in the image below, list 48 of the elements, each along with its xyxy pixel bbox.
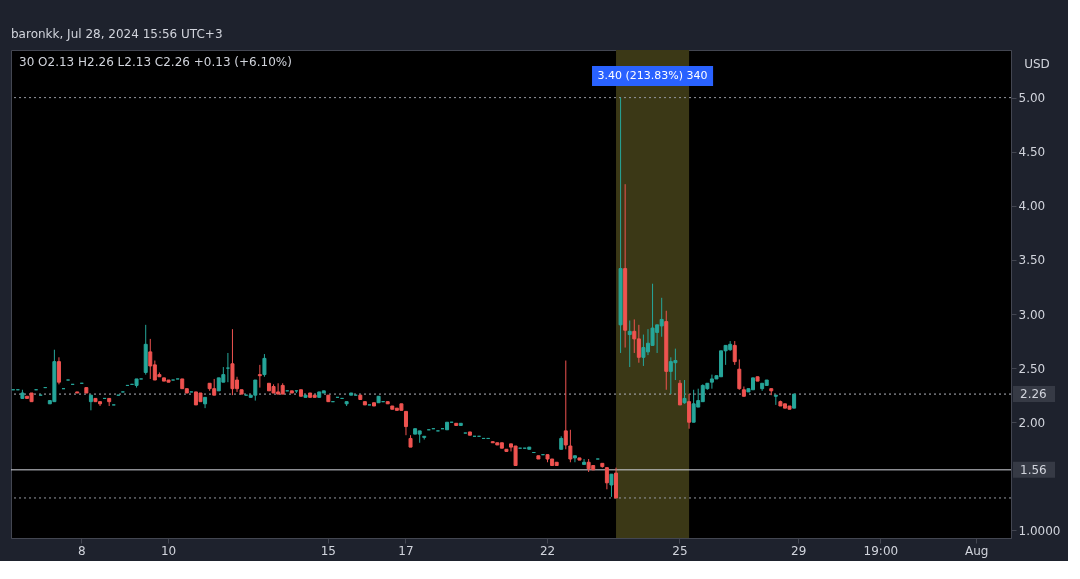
candlestick (687, 393, 692, 430)
x-tick-label: 15 (320, 543, 336, 558)
x-tick-label: Aug (965, 543, 989, 558)
chart-title: 30 O2.13 H2.26 L2.13 C2.26 +0.13 (+6.10%) (19, 55, 292, 69)
candlestick (513, 445, 518, 466)
candlestick (88, 394, 93, 411)
x-tick-label: 10 (160, 543, 177, 558)
x-tick-label: 17 (398, 543, 414, 558)
y-tick-label: 5.00 (1018, 91, 1046, 106)
y-axis-title: USD (1024, 57, 1050, 71)
candlestick (691, 389, 696, 423)
candlestick (257, 364, 262, 389)
candlestick (737, 358, 742, 391)
y-tick-label: 4.00 (1018, 199, 1046, 214)
x-tick-label: 19:00 (863, 543, 899, 558)
x-tick-label: 8 (77, 543, 86, 558)
text: baronkk, Jul 28, 2024 15:56 UTC+3 (11, 27, 223, 41)
candlestick (659, 297, 664, 338)
candlestick (403, 410, 408, 436)
candlestick (677, 379, 682, 406)
y-tick-label: 2.00 (1018, 415, 1046, 430)
candlestick (582, 458, 587, 465)
candlestick (732, 340, 737, 366)
candlestick (572, 455, 577, 463)
candlestick (568, 429, 573, 463)
annotation: 3.40 (213.83%) 340 (597, 69, 708, 82)
candlestick (56, 356, 61, 385)
x-tick-label: 22 (539, 543, 556, 558)
candlestick (225, 352, 230, 383)
candlestick (627, 320, 632, 368)
candlestick (253, 379, 258, 402)
candlestick (148, 338, 153, 380)
candlestick (682, 379, 687, 405)
y-tick-label: 2.50 (1018, 361, 1046, 376)
y-tick-label: 3.50 (1018, 253, 1046, 268)
y-tick-label: 1.0000 (1018, 523, 1061, 538)
ref-line-label: 2.26 (1020, 387, 1047, 402)
candlestick (604, 467, 609, 490)
x-tick-label: 25 (672, 543, 688, 558)
ref-line-label: 1.56 (1020, 462, 1047, 477)
candlestick (632, 318, 637, 354)
candlestick (262, 353, 267, 378)
y-tick-label: 3.00 (1018, 307, 1046, 322)
candlestick (609, 473, 614, 498)
y-tick-label: 4.50 (1018, 145, 1046, 160)
candlestick (636, 324, 641, 364)
x-tick-label: 29 (791, 543, 807, 558)
candlestick (673, 348, 678, 381)
